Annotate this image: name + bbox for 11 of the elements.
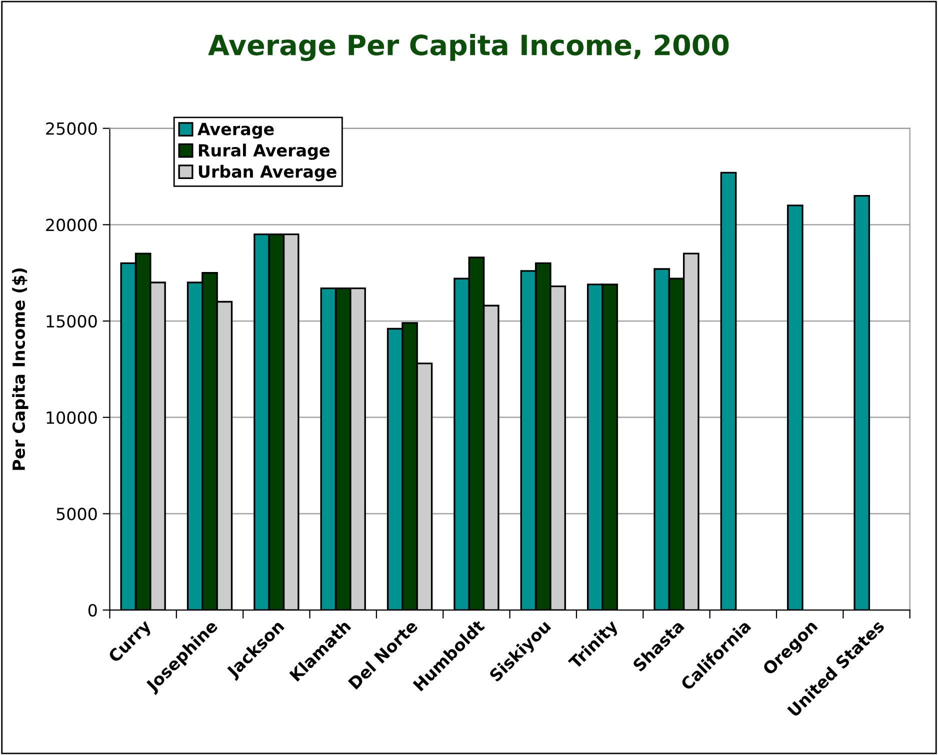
y-tick-label: 15000 — [46, 314, 97, 328]
y-tick-label: 25000 — [46, 122, 97, 135]
y-tick-label: 20000 — [46, 218, 97, 232]
legend-label: Rural Average — [198, 144, 330, 160]
y-axis-title: Per Capita Income ($) — [12, 268, 28, 470]
chart-title: Average Per Capita Income, 2000 — [208, 34, 729, 62]
y-tick-label: 5000 — [56, 508, 97, 520]
y-tick-label: 0 — [88, 604, 97, 617]
legend-label: Urban Average — [198, 164, 336, 182]
legend-label: Average — [198, 122, 274, 139]
y-tick-label: 10000 — [46, 411, 97, 424]
